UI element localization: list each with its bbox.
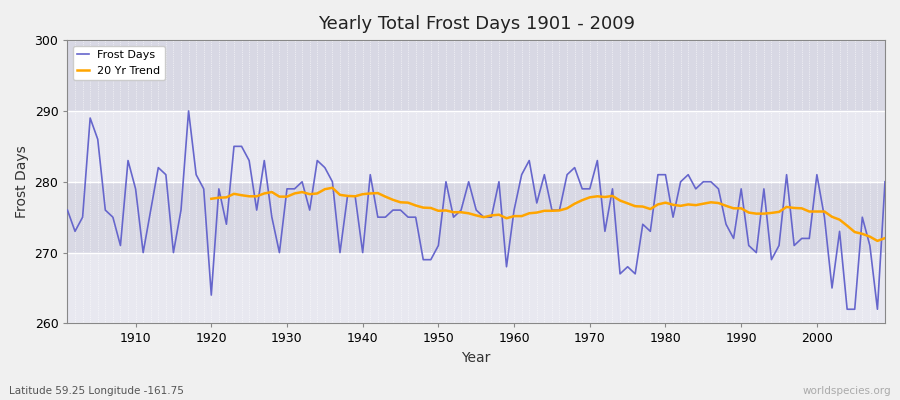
Title: Yearly Total Frost Days 1901 - 2009: Yearly Total Frost Days 1901 - 2009 [318, 15, 634, 33]
Frost Days [842, 307, 852, 312]
Y-axis label: Frost Days: Frost Days [15, 145, 29, 218]
Legend: Frost Days, 20 Yr Trend: Frost Days, 20 Yr Trend [73, 46, 165, 80]
Line: 20 Yr Trend: 20 Yr Trend [212, 188, 885, 241]
Frost Days [517, 172, 527, 177]
Line: Frost Days: Frost Days [68, 111, 885, 309]
20 Yr Trend [857, 232, 868, 236]
Bar [68, 252, 885, 324]
20 Yr Trend [327, 185, 338, 190]
Frost Days [342, 194, 353, 198]
Bar [68, 182, 885, 252]
20 Yr Trend [683, 202, 694, 207]
X-axis label: Year: Year [462, 351, 490, 365]
Frost Days [879, 179, 890, 184]
20 Yr Trend [872, 238, 883, 243]
20 Yr Trend [418, 205, 428, 210]
Frost Days [122, 158, 133, 163]
Frost Days [62, 208, 73, 212]
20 Yr Trend [788, 206, 799, 210]
20 Yr Trend [774, 210, 785, 214]
Bar [68, 40, 885, 111]
Frost Days [184, 108, 194, 113]
Text: worldspecies.org: worldspecies.org [803, 386, 891, 396]
20 Yr Trend [297, 190, 308, 194]
Frost Days [608, 186, 618, 191]
Frost Days [508, 208, 519, 212]
20 Yr Trend [879, 236, 890, 240]
Bar [68, 111, 885, 182]
Frost Days [297, 179, 308, 184]
Text: Latitude 59.25 Longitude -161.75: Latitude 59.25 Longitude -161.75 [9, 386, 184, 396]
20 Yr Trend [206, 196, 217, 201]
